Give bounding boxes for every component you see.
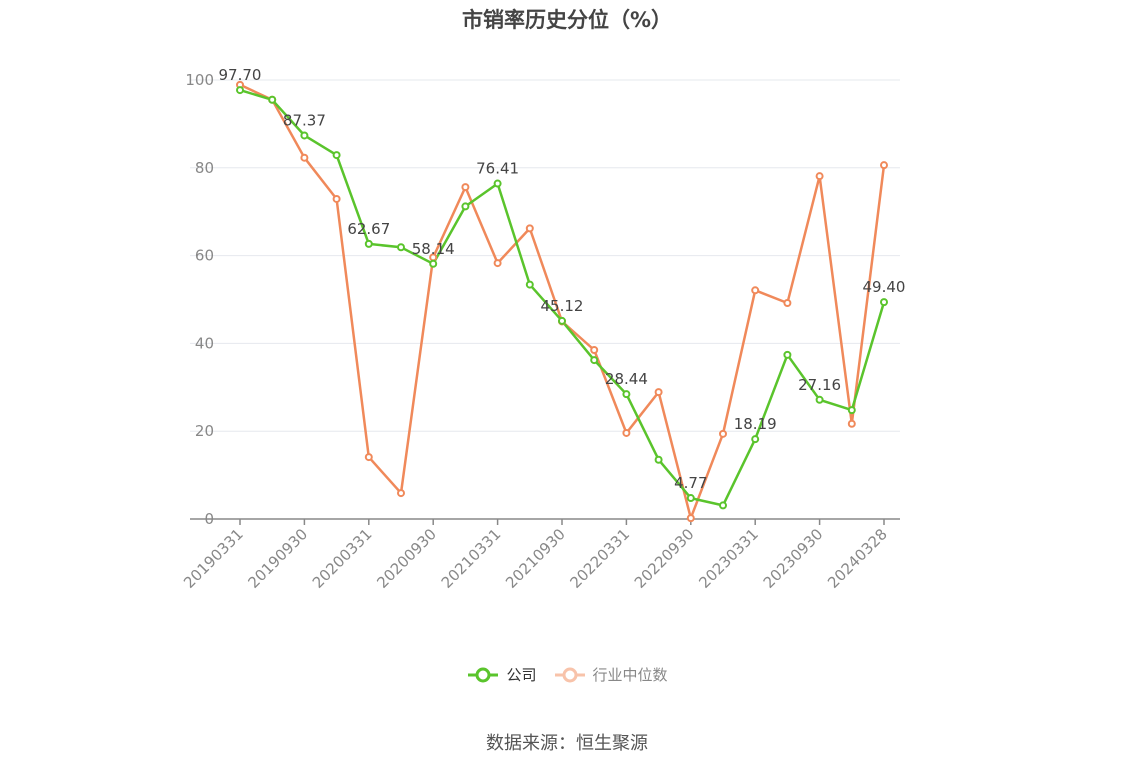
point-行业中位数-20240328 [880, 161, 888, 170]
point-公司-20220331 [622, 390, 631, 399]
point-公司-20231229 [847, 406, 856, 415]
y-tick-label-40: 40 [195, 334, 214, 352]
legend-industry-median-icon [554, 667, 585, 682]
y-tick-label-100: 100 [185, 71, 214, 89]
x-tick-label-20240328: 20240328 [824, 525, 891, 592]
data-label-20240328: 49.40 [863, 278, 906, 296]
point-行业中位数-20230331 [751, 286, 760, 295]
x-axis: 2019033120190930202003312020093020210331… [180, 518, 900, 592]
point-行业中位数-20231229 [847, 419, 856, 428]
point-公司-20230930 [815, 395, 824, 404]
point-公司-20190331 [236, 86, 244, 95]
x-tick-label-20200331: 20200331 [309, 525, 376, 592]
point-行业中位数-20220630 [654, 388, 663, 397]
point-行业中位数-20221230 [719, 429, 727, 438]
x-tick-label-20190331: 20190331 [180, 525, 247, 592]
point-公司-20221230 [719, 501, 727, 510]
legend: 公司 行业中位数 [0, 664, 1134, 685]
legend-item-industry-median[interactable]: 行业中位数 [553, 664, 668, 685]
data-label-20200930: 58.14 [412, 240, 455, 258]
series-points [236, 80, 888, 523]
point-行业中位数-20200630 [397, 489, 405, 498]
data-labels: 97.70 87.37 62.67 58.14 76.41 45.12 28.44 4.77 1… [219, 66, 906, 492]
point-行业中位数-20211231 [590, 345, 599, 354]
data-label-20210930: 45.12 [541, 297, 584, 315]
x-tick-label-20230331: 20230331 [695, 525, 762, 592]
point-行业中位数-20210331 [493, 259, 502, 268]
legend-label-industry-median: 行业中位数 [592, 666, 668, 684]
x-tick-label-20220930: 20220930 [631, 525, 698, 592]
x-tick-label-20210930: 20210930 [502, 525, 569, 592]
x-tick-label-20190930: 20190930 [245, 525, 312, 592]
point-行业中位数-20191231 [332, 194, 341, 203]
x-tick-label-20210331: 20210331 [438, 525, 505, 592]
point-公司-20190930 [300, 131, 309, 140]
point-公司-20200930 [429, 259, 438, 268]
point-公司-20210930 [558, 316, 566, 325]
point-公司-20210630 [525, 280, 534, 289]
point-公司-20220930 [686, 494, 695, 503]
point-行业中位数-20210630 [525, 224, 534, 233]
data-source: 数据来源：恒生聚源 [486, 733, 648, 754]
legend-label-company: 公司 [506, 666, 537, 684]
point-公司-20191231 [332, 151, 341, 160]
data-label-20220331: 28.44 [605, 370, 648, 388]
x-tick-label-20220331: 20220331 [567, 525, 634, 592]
data-label-20190331: 97.70 [219, 66, 262, 84]
point-行业中位数-20230930 [815, 172, 824, 181]
point-行业中位数-20220331 [622, 428, 631, 437]
point-公司-20200630 [397, 243, 405, 252]
point-公司-20211231 [590, 356, 599, 365]
y-tick-label-80: 80 [195, 159, 214, 177]
x-tick-label-20200930: 20200930 [373, 525, 440, 592]
point-公司-20230331 [751, 435, 760, 444]
point-公司-20210331 [493, 179, 502, 188]
point-行业中位数-20200331 [364, 453, 373, 462]
point-公司-20190630 [268, 95, 277, 104]
point-公司-20220630 [654, 455, 663, 464]
data-label-20220930: 4.77 [674, 474, 707, 492]
point-公司-20200331 [364, 239, 373, 248]
data-label-20230930: 27.16 [798, 376, 841, 394]
data-label-20210331: 76.41 [476, 160, 519, 178]
y-tick-label-20: 20 [195, 422, 214, 440]
legend-item-company[interactable]: 公司 [466, 664, 537, 685]
point-行业中位数-20201231 [461, 183, 470, 192]
data-label-20230331: 18.19 [734, 415, 777, 433]
point-行业中位数-20190930 [300, 153, 309, 162]
legend-company-icon [468, 667, 499, 682]
x-tick-label-20230930: 20230930 [760, 525, 827, 592]
grid-lines [190, 79, 900, 432]
data-label-20190930: 87.37 [283, 111, 326, 129]
data-label-20200331: 62.67 [347, 220, 390, 238]
y-tick-label-60: 60 [195, 247, 214, 265]
point-公司-20230630 [783, 350, 792, 359]
point-行业中位数-20220930 [686, 514, 695, 523]
point-行业中位数-20230630 [783, 299, 792, 308]
point-公司-20201231 [461, 202, 470, 211]
chart-title: 市销率历史分位（%） [461, 8, 673, 32]
point-公司-20240328 [880, 298, 888, 307]
